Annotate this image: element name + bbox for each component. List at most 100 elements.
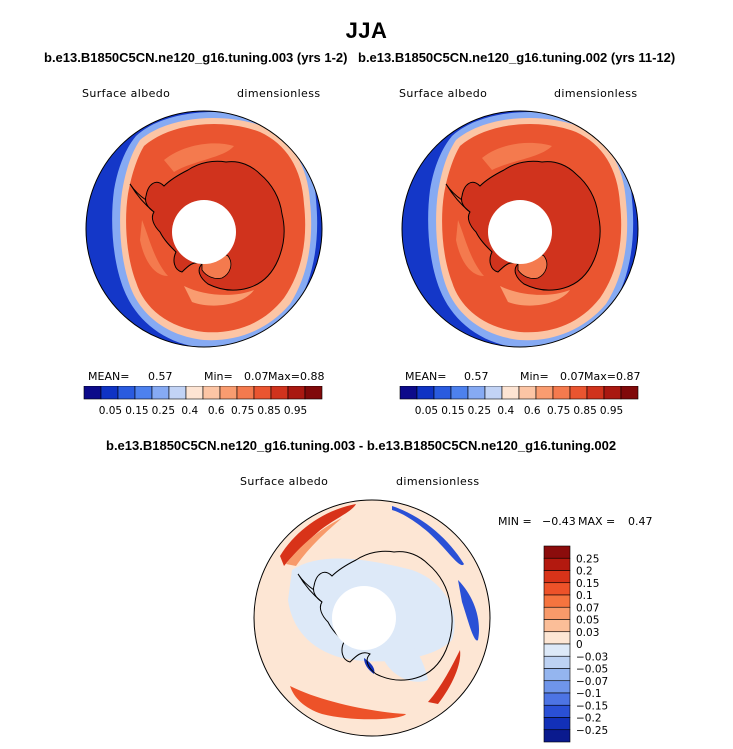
sea-ice-patch-1 <box>482 142 552 170</box>
colorbar-box <box>603 386 622 400</box>
left-mean-value: 0.57 <box>148 370 173 383</box>
colorbar-box <box>287 386 306 400</box>
colorbar-tick-label: 0.05 <box>576 615 599 627</box>
left-colorbar: 0.05 0.15 0.25 0.4 0.6 0.75 0.85 0.95 <box>83 386 323 417</box>
colorbar-box <box>543 557 571 571</box>
figure-title: JJA <box>345 18 388 43</box>
colorbar-box <box>270 386 289 400</box>
diff-min-label: MIN = <box>498 515 532 528</box>
colorbar-tick-label: 0.25 <box>576 553 599 565</box>
left-max-value: 0.88 <box>300 370 325 383</box>
diff-max-label: MAX = <box>578 515 616 528</box>
pole-hole <box>332 586 396 650</box>
left-max-label: Max= <box>268 370 300 383</box>
colorbar-tick-label: 0.4 <box>497 405 514 417</box>
colorbar-box <box>151 386 170 400</box>
diff-albedo-map <box>253 499 491 737</box>
map-boundary <box>85 110 323 348</box>
colorbar-tick-label: 0 <box>576 639 583 651</box>
colorbar-box <box>535 386 554 400</box>
pole-hole <box>172 200 236 264</box>
colorbar-box <box>100 386 119 400</box>
colorbar-box <box>543 717 571 731</box>
diff-max-value: 0.47 <box>628 515 653 528</box>
colorbar-box <box>467 386 486 400</box>
colorbar-box <box>543 655 571 669</box>
colorbar-box <box>219 386 238 400</box>
antarctic-peninsula <box>297 573 323 603</box>
colorbar-tick-label: 0.2 <box>576 566 593 578</box>
diff-band-blue-right <box>458 580 480 641</box>
map-boundary <box>401 110 639 348</box>
colorbar-tick-label: 0.15 <box>125 405 148 417</box>
left-panel-title: b.e13.B1850C5CN.ne120_g16.tuning.003 (yr… <box>44 50 348 65</box>
colorbar-box <box>543 704 571 718</box>
colorbar-tick-label: 0.75 <box>547 405 570 417</box>
colorbar-tick-label: −0.03 <box>576 651 608 663</box>
colorbar-box <box>586 386 605 400</box>
colorbar-tick-label: −0.2 <box>576 713 602 725</box>
right-min-label: Min= <box>520 370 549 383</box>
antarctic-peninsula <box>445 183 471 213</box>
colorbar-tick-label: −0.15 <box>576 700 608 712</box>
colorbar-tick-label: 0.85 <box>573 405 596 417</box>
colorbar-box <box>543 606 571 620</box>
colorbar-box <box>185 386 204 400</box>
diff-colorbar: 0.250.20.150.10.070.050.030−0.03−0.05−0.… <box>543 545 608 743</box>
left-units-label: dimensionless <box>237 87 321 100</box>
diff-band-red-bottom <box>290 686 406 720</box>
diff-panel-title: b.e13.B1850C5CN.ne120_g16.tuning.003 - b… <box>106 438 617 453</box>
colorbar-box <box>518 386 537 400</box>
colorbar-box <box>433 386 452 400</box>
right-mean-value: 0.57 <box>464 370 489 383</box>
colorbar-tick-label: 0.15 <box>576 578 599 590</box>
sea-ice-patch-3 <box>456 220 484 276</box>
right-variable-label: Surface albedo <box>399 87 488 100</box>
colorbar-tick-label: 0.75 <box>231 405 254 417</box>
colorbar-tick-label: −0.25 <box>576 725 608 737</box>
diff-band-red-upper-left-edge <box>286 518 342 566</box>
colorbar-box <box>620 386 639 400</box>
colorbar-box <box>236 386 255 400</box>
colorbar-box <box>543 729 571 743</box>
colorbar-box <box>416 386 435 400</box>
left-albedo-map <box>85 110 323 348</box>
colorbar-box <box>501 386 520 400</box>
antarctic-peninsula <box>129 183 155 213</box>
colorbar-box <box>543 668 571 682</box>
colorbar-box <box>202 386 221 400</box>
right-panel-title: b.e13.B1850C5CN.ne120_g16.tuning.002 (yr… <box>358 50 676 65</box>
sea-ice-patch-3 <box>140 220 168 276</box>
right-colorbar: 0.05 0.15 0.25 0.4 0.6 0.75 0.85 0.95 <box>399 386 639 417</box>
diff-min-value: −0.43 <box>542 515 576 528</box>
diff-units-label: dimensionless <box>396 475 480 488</box>
colorbar-box <box>552 386 571 400</box>
left-min-label: Min= <box>204 370 233 383</box>
colorbar-box <box>134 386 153 400</box>
colorbar-box <box>543 582 571 596</box>
colorbar-tick-label: 0.05 <box>415 405 438 417</box>
diff-band-red-upper-left <box>280 504 356 566</box>
colorbar-box <box>484 386 503 400</box>
left-min-value: 0.07 <box>244 370 269 383</box>
colorbar-box <box>399 386 418 400</box>
colorbar-box <box>543 631 571 645</box>
colorbar-box <box>304 386 323 400</box>
colorbar-tick-label: −0.1 <box>576 688 602 700</box>
right-max-label: Max= <box>584 370 616 383</box>
map-boundary <box>253 499 491 737</box>
colorbar-tick-label: 0.95 <box>284 405 307 417</box>
colorbar-tick-label: 0.25 <box>468 405 491 417</box>
colorbar-box <box>543 619 571 633</box>
colorbar-box <box>253 386 272 400</box>
colorbar-box <box>83 386 102 400</box>
diff-variable-label: Surface albedo <box>240 475 329 488</box>
right-min-value: 0.07 <box>560 370 585 383</box>
colorbar-tick-label: 0.1 <box>576 590 593 602</box>
colorbar-box <box>543 692 571 706</box>
colorbar-tick-label: 0.03 <box>576 627 599 639</box>
colorbar-tick-label: 0.85 <box>257 405 280 417</box>
colorbar-tick-label: 0.15 <box>441 405 464 417</box>
sea-ice-patch-1 <box>164 143 234 172</box>
antarctica <box>313 550 453 681</box>
